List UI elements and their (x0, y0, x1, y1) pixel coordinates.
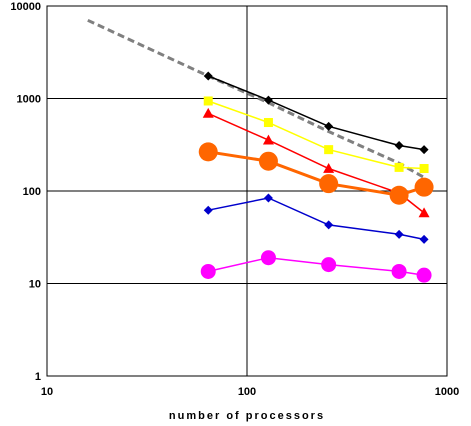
data-point-square (203, 96, 213, 106)
data-point-circle (414, 177, 434, 197)
data-point-triangle (262, 134, 274, 145)
series-layer (87, 18, 434, 283)
data-point-square (324, 145, 334, 155)
grid-lines (46, 5, 448, 377)
data-point-triangle (202, 107, 214, 118)
data-point-square (419, 164, 429, 174)
data-point-diamond (263, 95, 273, 105)
y-tick-label: 1 (35, 371, 41, 383)
data-point-diamond (203, 71, 213, 81)
plot-frame (46, 5, 448, 377)
data-point-circle (198, 142, 218, 162)
x-tick-label: 10 (41, 386, 53, 398)
x-axis-label: number of processors (169, 410, 325, 422)
data-point-circle (321, 257, 337, 273)
x-tick-label: 100 (238, 386, 256, 398)
data-point-square (394, 162, 404, 172)
data-point-circle (319, 174, 339, 194)
data-point-diamond (263, 193, 273, 203)
data-point-diamond (419, 234, 429, 244)
series-line (208, 197, 425, 241)
data-point-diamond (203, 205, 213, 215)
data-point-diamond (324, 220, 334, 230)
y-tick-label: 10000 (10, 1, 41, 13)
data-point-diamond (394, 229, 404, 239)
series-2 (203, 96, 429, 174)
data-point-circle (389, 185, 409, 205)
series-1 (203, 71, 429, 155)
series-6 (200, 250, 432, 283)
data-point-circle (391, 263, 407, 279)
data-point-circle (416, 267, 432, 283)
data-point-circle (200, 263, 216, 279)
data-point-diamond (394, 141, 404, 151)
series-4 (198, 142, 434, 205)
y-tick-label: 1000 (17, 94, 41, 106)
data-point-diamond (419, 145, 429, 155)
x-tick-label: 1000 (435, 386, 459, 398)
data-point-triangle (323, 163, 335, 173)
y-tick-label: 100 (23, 186, 41, 198)
series-5 (203, 193, 429, 244)
y-tick-label: 10 (29, 279, 41, 291)
data-point-square (263, 118, 273, 128)
data-point-circle (258, 151, 278, 171)
data-point-circle (260, 250, 276, 266)
data-point-diamond (324, 121, 334, 131)
data-point-triangle (418, 207, 430, 218)
